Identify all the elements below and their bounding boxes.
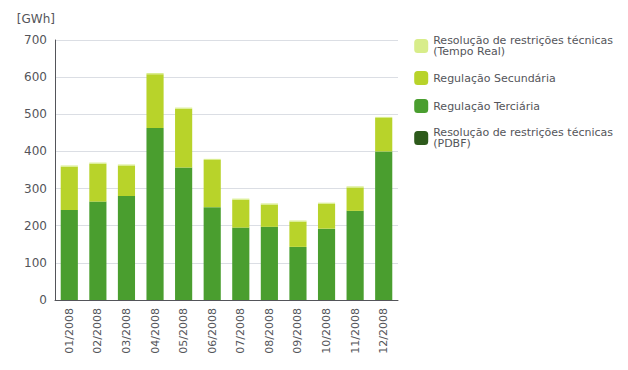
svg-text:03/2008: 03/2008 [120, 308, 133, 354]
svg-text:100: 100 [24, 256, 47, 270]
svg-text:05/2008: 05/2008 [177, 308, 190, 354]
svg-text:[GWh]: [GWh] [17, 12, 55, 26]
svg-text:(Tempo Real): (Tempo Real) [433, 45, 505, 58]
svg-text:02/2008: 02/2008 [91, 308, 104, 354]
svg-text:200: 200 [24, 219, 47, 233]
svg-text:700: 700 [24, 33, 47, 47]
svg-text:08/2008: 08/2008 [263, 308, 276, 354]
svg-text:600: 600 [24, 70, 47, 84]
svg-text:Resolução de restrições técnic: Resolução de restrições técnicas [433, 126, 613, 139]
svg-text:06/2008: 06/2008 [206, 308, 219, 354]
svg-text:(PDBF): (PDBF) [433, 137, 471, 150]
svg-text:300: 300 [24, 182, 47, 196]
svg-text:0: 0 [39, 293, 47, 307]
svg-text:10/2008: 10/2008 [320, 308, 333, 354]
svg-text:400: 400 [24, 144, 47, 158]
svg-text:Regulação Terciária: Regulação Terciária [433, 100, 540, 113]
svg-text:07/2008: 07/2008 [234, 308, 247, 354]
svg-text:09/2008: 09/2008 [291, 308, 304, 354]
svg-text:12/2008: 12/2008 [377, 308, 390, 354]
svg-text:500: 500 [24, 107, 47, 121]
svg-text:04/2008: 04/2008 [149, 308, 162, 354]
svg-text:Resolução de restrições técnic: Resolução de restrições técnicas [433, 34, 613, 47]
svg-text:11/2008: 11/2008 [349, 308, 362, 354]
svg-text:01/2008: 01/2008 [63, 308, 76, 354]
svg-text:Regulação Secundária: Regulação Secundária [433, 72, 555, 85]
